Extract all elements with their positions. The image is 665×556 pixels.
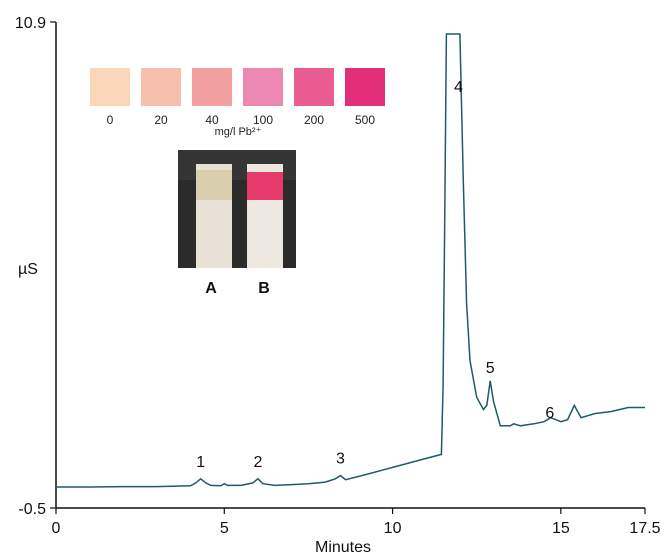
peak-label-4: 4 (454, 79, 463, 96)
color-swatch (345, 68, 385, 106)
peak-label-6: 6 (545, 405, 554, 422)
peak-label-1: 1 (196, 454, 205, 471)
strip-a-pad (196, 170, 232, 200)
strip-b-pad (247, 172, 283, 200)
test-strip-photo (178, 150, 296, 268)
color-swatch (192, 68, 232, 106)
y-axis-ticks: -0.5 10.9 (15, 15, 56, 518)
chromatogram-trace (56, 33, 645, 488)
x-tick-label: 17.5 (629, 520, 660, 537)
y-tick-label: -0.5 (18, 501, 46, 518)
x-tick-label: 5 (220, 520, 229, 537)
color-swatch (243, 68, 283, 106)
strip-label-b: B (258, 280, 270, 297)
x-tick-label: 0 (52, 520, 61, 537)
peak-label-3: 3 (336, 451, 345, 468)
peak-labels: 1 2 3 4 5 6 (196, 79, 554, 471)
peak-label-5: 5 (486, 360, 495, 377)
x-tick-label: 15 (552, 520, 570, 537)
color-scale: 0 20 40 100 200 500 (90, 68, 385, 127)
color-swatch-label: 20 (154, 113, 168, 127)
color-scale-caption: mg/l Pb²⁺ (215, 126, 262, 138)
color-swatch-label: 200 (304, 113, 324, 127)
strip-label-a: A (205, 280, 217, 297)
y-axis-title: µS (18, 261, 38, 278)
color-swatch-label: 500 (355, 113, 375, 127)
y-tick-label: 10.9 (15, 15, 46, 32)
color-swatch-label: 0 (107, 113, 114, 127)
test-strip-inset: 0 20 40 100 200 500 mg/l Pb²⁺ A B (90, 68, 385, 297)
color-swatch (90, 68, 130, 106)
x-axis-ticks: 0 5 10 15 17.5 (52, 508, 661, 537)
color-swatch-label: 40 (205, 113, 219, 127)
color-swatch (141, 68, 181, 106)
color-swatch-label: 100 (253, 113, 273, 127)
x-tick-label: 10 (384, 520, 402, 537)
color-swatch (294, 68, 334, 106)
x-axis-title: Minutes (315, 539, 371, 556)
peak-label-2: 2 (253, 454, 262, 471)
